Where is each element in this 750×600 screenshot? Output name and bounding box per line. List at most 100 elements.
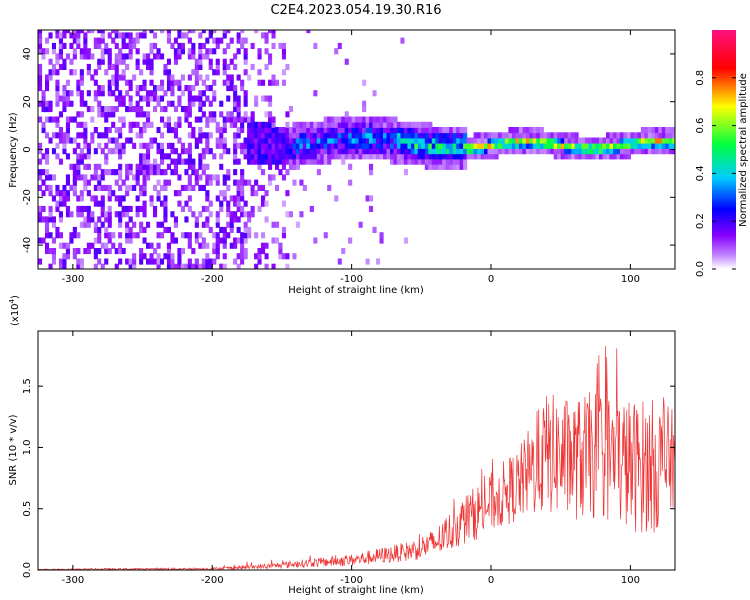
heatmap-cell (194, 258, 199, 265)
heatmap-cell (142, 30, 147, 34)
heatmap-cell (233, 90, 238, 97)
heatmap-cell (208, 48, 213, 55)
heatmap-cell (327, 184, 332, 191)
heatmap-cell (330, 142, 335, 149)
heatmap-cell (198, 127, 203, 134)
heatmap-cell (574, 148, 579, 155)
heatmap-cell (532, 132, 537, 139)
heatmap-cell (327, 142, 332, 149)
heatmap-cell (93, 174, 98, 181)
heatmap-cell (160, 258, 165, 265)
heatmap-cell (55, 190, 60, 197)
heatmap-cell (180, 74, 185, 81)
heatmap-cell (219, 37, 224, 44)
heatmap-cell (240, 169, 245, 176)
heatmap-cell (240, 184, 245, 191)
heatmap-cell (337, 42, 342, 49)
heatmap-cell (337, 153, 342, 160)
heatmap-cell (281, 148, 286, 155)
heatmap-cell (83, 100, 88, 107)
heatmap-cell (198, 232, 203, 239)
heatmap-cell (424, 137, 429, 144)
heatmap-cell (302, 184, 307, 191)
heatmap-cell (107, 205, 112, 212)
heatmap-cell (417, 132, 422, 139)
heatmap-cell (149, 42, 154, 49)
heatmap-cell (180, 184, 185, 191)
heatmap-cell (233, 148, 238, 155)
heatmap-cell (107, 53, 112, 60)
heatmap-cell (487, 142, 492, 149)
heatmap-cell (247, 226, 252, 233)
heatmap-cell (424, 153, 429, 160)
heatmap-cell (121, 58, 126, 65)
heatmap-cell (254, 100, 259, 107)
heatmap-cell (376, 142, 381, 149)
heatmap-cell (97, 106, 102, 113)
heatmap-cell (104, 248, 109, 255)
heatmap-cell (316, 137, 321, 144)
heatmap-cell (410, 137, 415, 144)
heatmap-cell (118, 74, 123, 81)
heatmap-cell (609, 148, 614, 155)
heatmap-cell (41, 95, 46, 102)
heatmap-cell (215, 242, 220, 249)
heatmap-cell (480, 132, 485, 139)
heatmap-cell (243, 200, 248, 207)
heatmap-cell (299, 127, 304, 134)
heatmap-cell (257, 163, 262, 170)
heatmap-cell (334, 127, 339, 134)
heatmap-cell (261, 127, 266, 134)
heatmap-cell (170, 142, 175, 149)
heatmap-cell (438, 153, 443, 160)
heatmap-cell (390, 158, 395, 165)
heatmap-cell (166, 116, 171, 123)
heatmap-cell (637, 137, 642, 144)
heatmap-cell (268, 163, 273, 170)
heatmap-cell (393, 137, 398, 144)
heatmap-cell (313, 121, 318, 128)
heatmap-cell (65, 174, 70, 181)
heatmap-cell (45, 226, 50, 233)
heatmap-cell (236, 111, 241, 118)
heatmap-cell (86, 48, 91, 55)
heatmap-cell (58, 195, 63, 202)
heatmap-cell (118, 153, 123, 160)
heatmap-cell (79, 100, 84, 107)
heatmap-cell (166, 163, 171, 170)
heatmap-cell (292, 253, 297, 260)
heatmap-cell (146, 221, 151, 228)
heatmap-cell (323, 127, 328, 134)
heatmap-cell (532, 148, 537, 155)
heatmap-cell (571, 132, 576, 139)
heatmap-cell (205, 221, 210, 228)
heatmap-cell (208, 32, 213, 39)
heatmap-cell (149, 63, 154, 70)
heatmap-cell (369, 195, 374, 202)
heatmap-cell (313, 90, 318, 97)
heatmap-cell (177, 48, 182, 55)
heatmap-cell (369, 132, 374, 139)
heatmap-cell (456, 137, 461, 144)
heatmap-cell (264, 263, 269, 269)
heatmap-cell (125, 53, 130, 60)
heatmap-cell (452, 137, 457, 144)
heatmap-cell (309, 142, 314, 149)
heatmap-cell (257, 48, 262, 55)
heatmap-cell (198, 90, 203, 97)
heatmap-cell (76, 232, 81, 239)
heatmap-cell (160, 169, 165, 176)
heatmap-cell (316, 142, 321, 149)
heatmap-cell (58, 63, 63, 70)
heatmap-cell (264, 95, 269, 102)
heatmap-cell (201, 163, 206, 170)
heatmap-cell (65, 253, 70, 260)
heatmap-cell (243, 253, 248, 260)
heatmap-cell (257, 121, 262, 128)
heatmap-cell (142, 253, 147, 260)
heatmap-cell (306, 148, 311, 155)
heatmap-cell (76, 132, 81, 139)
heatmap-cell (484, 137, 489, 144)
heatmap-cell (139, 132, 144, 139)
heatmap-cell (222, 190, 227, 197)
